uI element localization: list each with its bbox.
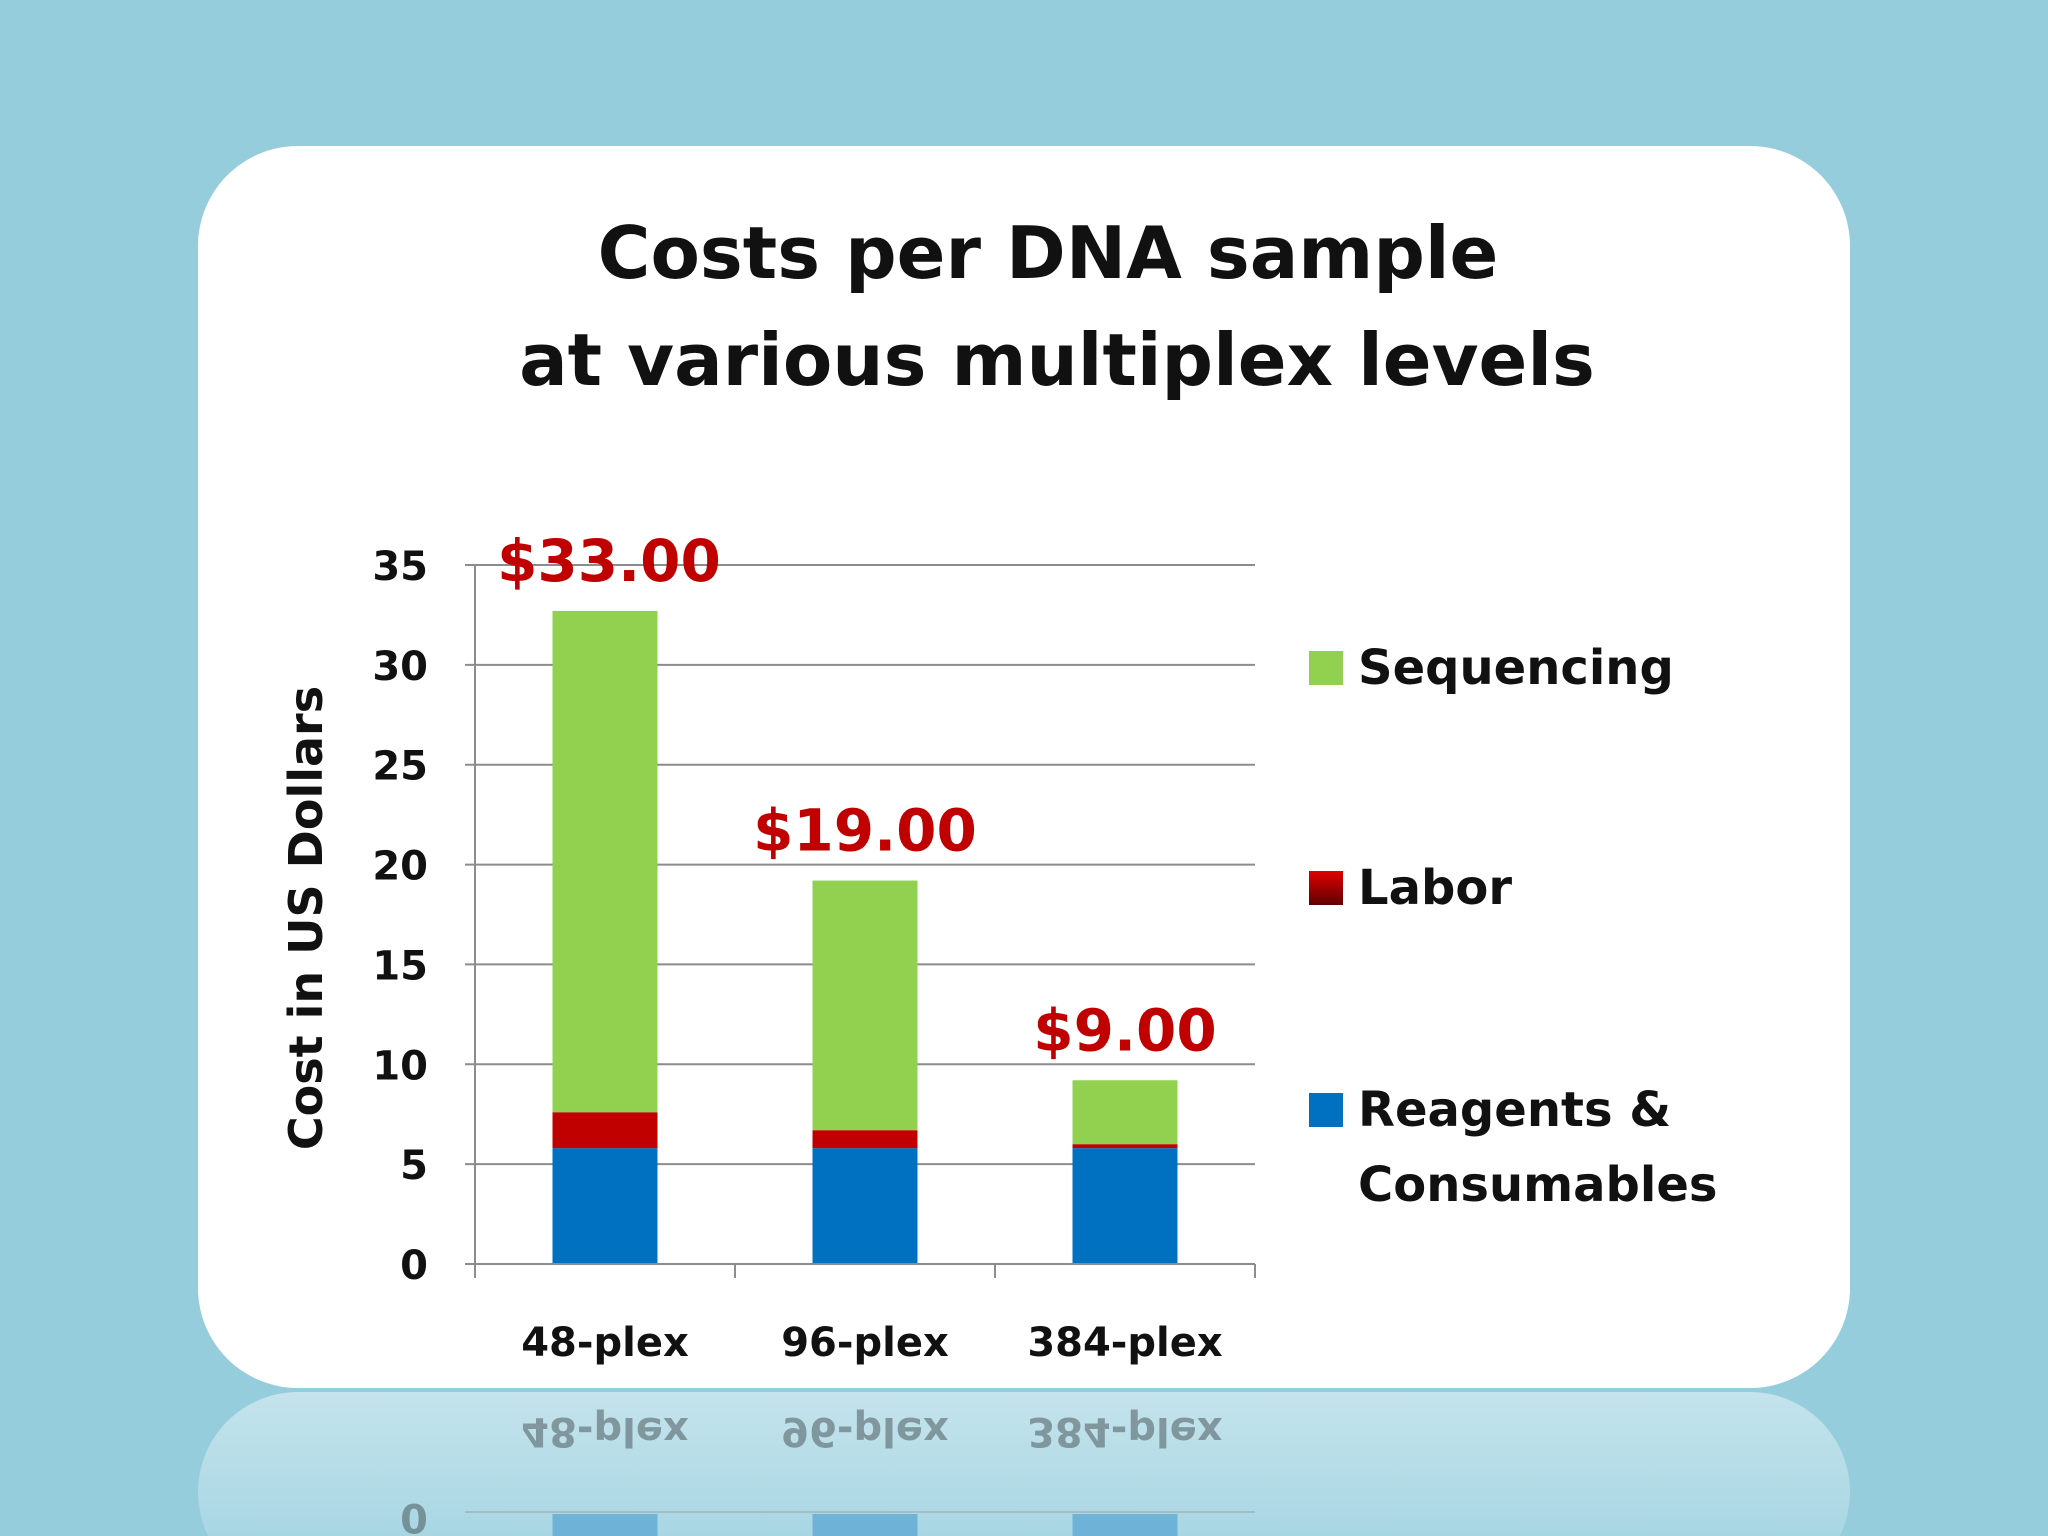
y-tick-label: 35 bbox=[372, 544, 428, 590]
reflection-bar bbox=[552, 1514, 658, 1536]
y-tick-label: 0 bbox=[400, 1243, 428, 1289]
reflection-bar bbox=[1072, 1514, 1178, 1536]
total-label: $19.00 bbox=[753, 797, 977, 865]
reflection-bar bbox=[812, 1514, 918, 1536]
y-axis-label: Cost in US Dollars bbox=[279, 686, 333, 1150]
x-category-label: 384-plex bbox=[1027, 1320, 1223, 1366]
reflection-label: 96-plex bbox=[781, 1408, 949, 1454]
y-tick-label: 10 bbox=[372, 1043, 428, 1089]
legend: Sequencing Labor Reagents & Consumables bbox=[1309, 640, 1717, 1213]
bar-reagents-consumables-96-plex bbox=[812, 1148, 918, 1264]
legend-label: Labor bbox=[1358, 860, 1512, 916]
y-tick-label: 25 bbox=[372, 744, 428, 790]
bar-sequencing-48-plex bbox=[552, 610, 658, 1113]
total-labels: $33.00 $19.00 $9.00 bbox=[497, 527, 1217, 1064]
card-reflection: 48-plex 96-plex 384-plex 0 bbox=[198, 1392, 1850, 1536]
axes bbox=[465, 565, 1256, 1278]
bar-sequencing-96-plex bbox=[812, 880, 918, 1131]
chart-title-line-2: at various multiplex levels bbox=[519, 318, 1595, 402]
y-tick-label: 5 bbox=[400, 1143, 428, 1189]
reflection-label: 0 bbox=[400, 1494, 428, 1536]
y-tick-label: 15 bbox=[372, 943, 428, 989]
bar-sequencing-384-plex bbox=[1072, 1080, 1178, 1145]
legend-label: Consumables bbox=[1358, 1157, 1717, 1213]
bar-reagents-consumables-48-plex bbox=[552, 1148, 658, 1264]
y-tick-label: 30 bbox=[372, 644, 428, 690]
legend-label: Reagents & bbox=[1358, 1082, 1671, 1138]
bar-labor-384-plex bbox=[1072, 1144, 1178, 1149]
bar-labor-96-plex bbox=[812, 1130, 918, 1149]
plot-area: 0 5 10 15 20 25 30 35 48-plex 96-plex 384-plex $3… bbox=[372, 527, 1256, 1366]
reflection-label: 384-plex bbox=[1027, 1408, 1223, 1454]
x-category-label: 48-plex bbox=[521, 1320, 689, 1366]
legend-swatch bbox=[1309, 651, 1343, 685]
bar-labor-48-plex bbox=[552, 1112, 658, 1149]
legend-swatch bbox=[1309, 1093, 1343, 1127]
chart-title-line-1: Costs per DNA sample bbox=[598, 211, 1499, 295]
bar-reagents-consumables-384-plex bbox=[1072, 1148, 1178, 1264]
total-label: $33.00 bbox=[497, 527, 721, 595]
legend-swatch bbox=[1309, 871, 1343, 905]
legend-label: Sequencing bbox=[1358, 640, 1674, 696]
y-tick-labels: 0 5 10 15 20 25 30 35 bbox=[372, 544, 428, 1289]
reflection-label: 48-plex bbox=[521, 1408, 689, 1454]
bars bbox=[552, 610, 1178, 1264]
x-category-label: 96-plex bbox=[781, 1320, 949, 1366]
y-tick-label: 20 bbox=[372, 844, 428, 890]
total-label: $9.00 bbox=[1033, 996, 1216, 1064]
x-category-labels: 48-plex 96-plex 384-plex bbox=[521, 1320, 1223, 1366]
